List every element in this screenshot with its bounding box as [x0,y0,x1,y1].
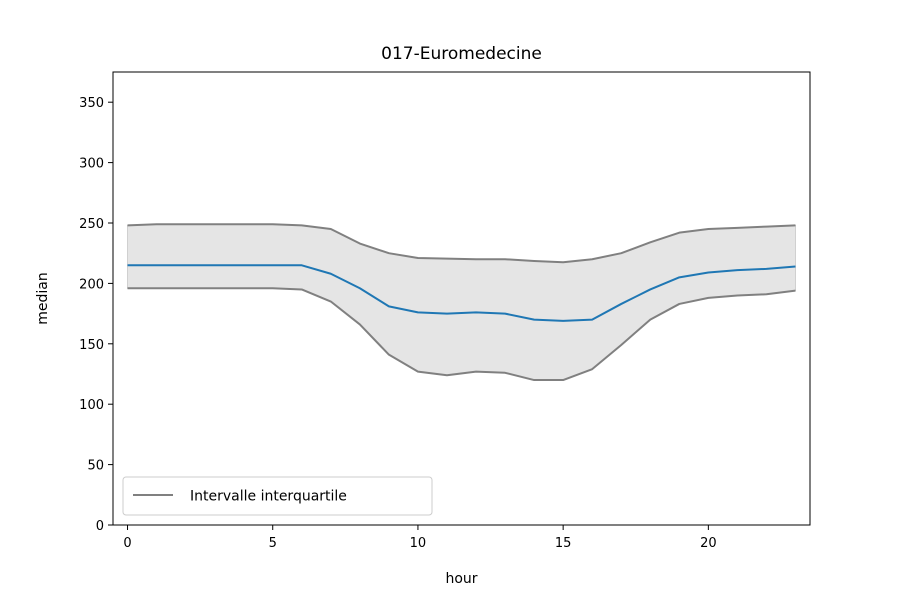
x-axis-label: hour [445,571,477,587]
legend-box [122,476,433,516]
legend: Intervalle interquartile [122,476,433,516]
y-tick-label: 50 [87,459,104,474]
x-tick-label: 0 [123,536,131,551]
y-tick-label: 250 [79,217,104,232]
x-tick-label: 15 [555,536,572,551]
y-tick-label: 300 [79,157,104,172]
y-tick-label: 100 [79,398,104,413]
series-line-lower-quartile [127,287,796,382]
y-tick-label: 0 [96,519,104,534]
iqr-band [127,223,796,381]
y-tick-label: 200 [79,277,104,292]
x-tick-label: 20 [700,536,717,551]
y-axis-label: median [35,272,51,324]
y-axis: 0 50 100 150 200 250 300 350 [79,96,113,534]
chart-title: 017-Euromedecine [381,44,542,64]
y-tick-label: 150 [79,338,104,353]
plot-area [112,71,811,526]
series-lines [127,223,796,382]
series-line-median [127,264,796,322]
y-tick-label: 350 [79,96,104,111]
series-line-upper-quartile [127,223,796,264]
plot-frame [112,71,811,526]
x-axis: 0 5 10 15 20 [123,525,717,551]
legend-label: Intervalle interquartile [190,489,347,505]
x-tick-label: 10 [410,536,427,551]
x-tick-label: 5 [269,536,277,551]
